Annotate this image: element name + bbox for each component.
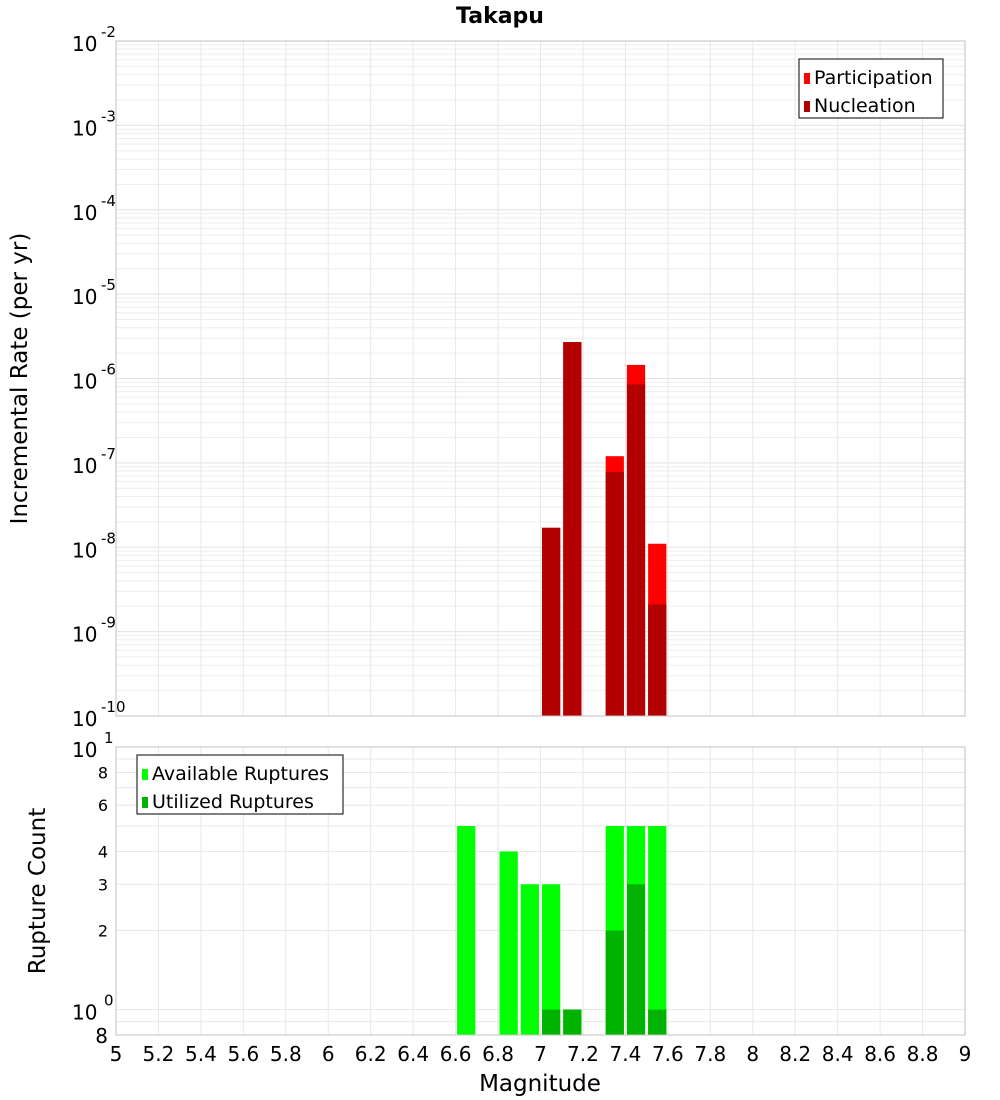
y-tick-label: 10 1 <box>72 729 114 762</box>
y-tick-base: 10 <box>72 454 97 478</box>
y-tick-exp: -5 <box>101 276 116 294</box>
bar-nucleation <box>542 527 561 716</box>
legend-box <box>798 58 944 119</box>
y-tick-label: 4 <box>98 842 108 861</box>
y-tick-label: 10 -8 <box>72 529 116 562</box>
y-tick-base: 10 <box>72 738 97 762</box>
legend-label: Nucleation <box>814 95 916 117</box>
legend-label: Participation <box>814 67 933 89</box>
bar-nucleation <box>626 384 646 716</box>
x-tick-label: 6.8 <box>482 1042 514 1066</box>
y-tick-label: 10 -10 <box>72 698 126 731</box>
x-tick-label: 6.4 <box>397 1042 429 1066</box>
y-tick-base: 10 <box>72 623 97 647</box>
x-tick-label: 7 <box>534 1042 547 1066</box>
bar-utilized-ruptures <box>626 884 646 1035</box>
y-tick-exp: -2 <box>101 23 116 41</box>
bar-utilized-ruptures <box>605 930 624 1035</box>
y-tick-exp: -8 <box>101 529 116 547</box>
legend-swatch <box>142 769 148 780</box>
y-axis-label-top: Incremental Rate (per yr) <box>7 233 33 525</box>
x-tick-label: 6.2 <box>355 1042 387 1066</box>
bar-utilized-ruptures <box>563 1009 582 1035</box>
bar-available-ruptures <box>499 851 518 1035</box>
y-tick-exp: -4 <box>101 192 116 210</box>
x-tick-label: 7.6 <box>652 1042 684 1066</box>
y-tick-base: 10 <box>72 370 97 394</box>
y-tick-base: 10 <box>72 285 97 309</box>
chart-title: Takapu <box>456 4 544 29</box>
y-tick-base: 10 <box>72 201 97 225</box>
x-tick-label: 7.4 <box>609 1042 641 1066</box>
legend-box <box>136 754 344 815</box>
x-tick-label: 5.6 <box>227 1042 259 1066</box>
bar-utilized-ruptures <box>542 1009 561 1035</box>
bar-available-ruptures <box>457 826 476 1035</box>
bar-available-ruptures <box>542 884 561 1035</box>
x-tick-label: 7.2 <box>567 1042 599 1066</box>
x-axis-label: Magnitude <box>479 1071 601 1097</box>
bottom-bars <box>457 826 667 1035</box>
y-tick-base: 10 <box>72 538 97 562</box>
x-tick-label: 8.8 <box>907 1042 939 1066</box>
bar-available-ruptures <box>648 826 667 1035</box>
top-bars <box>542 342 667 716</box>
x-tick-label: 5.8 <box>270 1042 302 1066</box>
top-frame <box>115 40 966 717</box>
x-tick-label: 8.4 <box>822 1042 854 1066</box>
y-tick-base: 10 <box>72 707 97 731</box>
y-tick-base: 10 <box>72 116 97 140</box>
bar-nucleation <box>648 604 667 716</box>
bar-available-ruptures <box>520 884 539 1035</box>
y-axis-label-bottom: Rupture Count <box>25 808 51 974</box>
x-tick-label: 5.4 <box>185 1042 217 1066</box>
y-tick-base: 10 <box>72 1001 97 1025</box>
x-tick-label: 9 <box>959 1042 972 1066</box>
y-tick-exp: -10 <box>101 698 126 716</box>
y-tick-exp: -6 <box>101 361 116 379</box>
y-tick-exp: -7 <box>101 445 116 463</box>
x-tick-label: 8.6 <box>864 1042 896 1066</box>
y-tick-exp: -9 <box>101 614 116 632</box>
x-tick-label: 8 <box>746 1042 759 1066</box>
legend-swatch <box>804 73 810 84</box>
y-tick-label: 10 -3 <box>72 107 116 140</box>
legend: Available Ruptures Utilized Ruptures <box>136 754 344 815</box>
y-tick-label: 6 <box>98 796 108 815</box>
x-tick-label: 5.2 <box>143 1042 175 1066</box>
y-tick-base: 10 <box>72 32 97 56</box>
bar-nucleation <box>563 342 582 716</box>
x-tick-label: 5 <box>110 1042 123 1066</box>
legend-label: Available Ruptures <box>152 763 329 785</box>
x-tick-label: 6.6 <box>440 1042 472 1066</box>
y-tick-label: 10 -9 <box>72 614 116 647</box>
y-tick-label: 10 -5 <box>72 276 116 309</box>
y-tick-label: 10 -2 <box>72 23 116 56</box>
legend: Participation Nucleation <box>798 58 944 119</box>
y-tick-exp: 0 <box>104 992 114 1010</box>
y-tick-label: 8 <box>95 1024 108 1048</box>
y-tick-label: 2 <box>98 922 108 941</box>
x-tick-label: 7.8 <box>694 1042 726 1066</box>
legend-swatch <box>804 101 810 112</box>
y-tick-exp: 1 <box>104 729 114 747</box>
bar-utilized-ruptures <box>648 1009 667 1035</box>
legend-label: Utilized Ruptures <box>152 791 314 813</box>
top-grid <box>115 41 966 717</box>
bar-nucleation <box>605 471 624 716</box>
legend-swatch <box>142 797 148 808</box>
bottom-grid <box>115 747 966 1036</box>
y-tick-label: 10 0 <box>72 992 114 1025</box>
x-tick-label: 6 <box>322 1042 335 1066</box>
bottom-frame <box>115 746 966 1036</box>
y-tick-exp: -3 <box>101 107 116 125</box>
y-tick-label: 3 <box>98 875 108 894</box>
x-tick-label: 8.2 <box>779 1042 811 1066</box>
y-tick-label: 10 -6 <box>72 361 116 394</box>
y-tick-label: 10 -4 <box>72 192 116 225</box>
y-tick-label: 8 <box>98 763 108 782</box>
y-tick-label: 10 -7 <box>72 445 116 478</box>
